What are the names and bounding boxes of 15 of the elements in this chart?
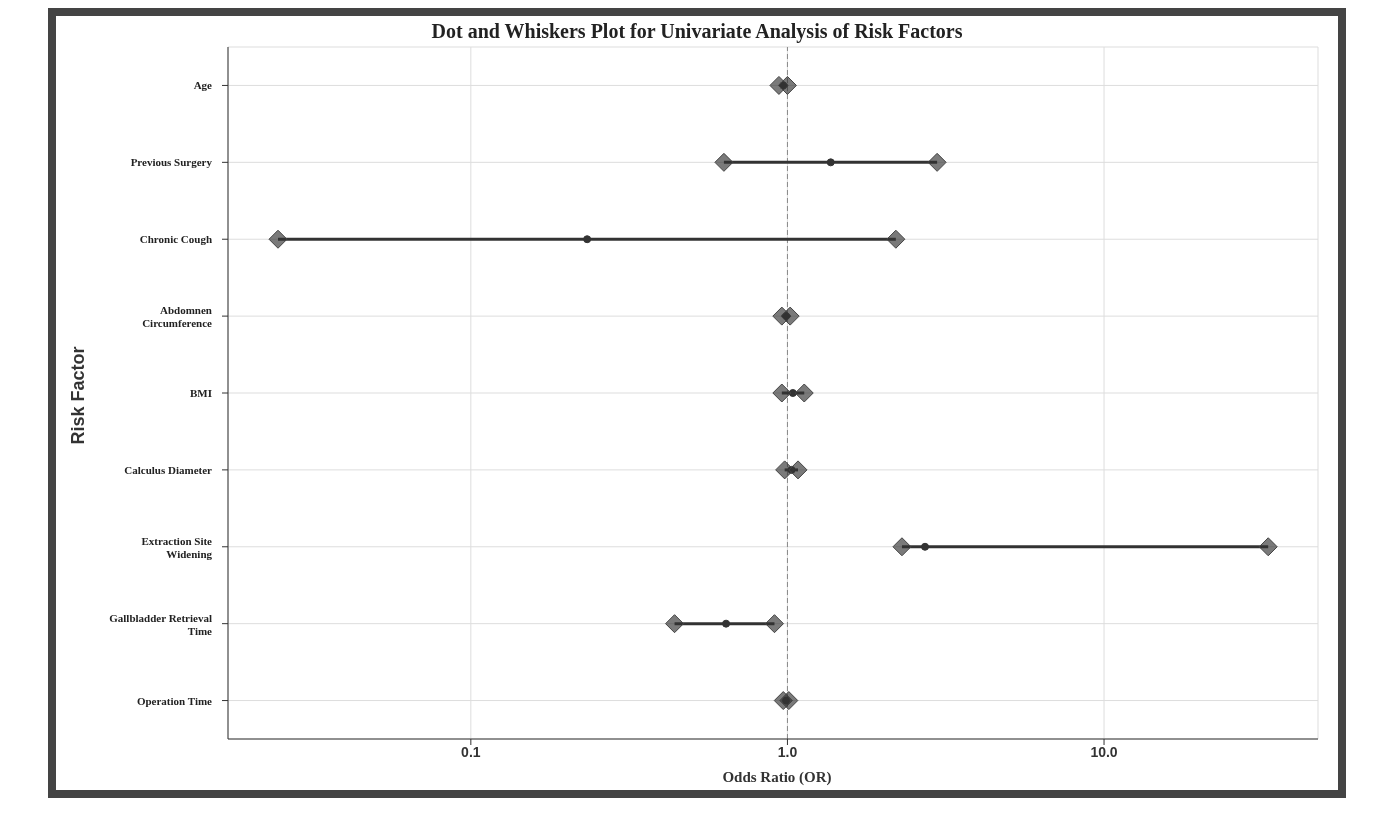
x-tick-label: 0.1: [461, 743, 481, 760]
y-tick-label: Gallbladder Retrieval Time: [109, 611, 213, 637]
x-axis-title: Odds Ratio (OR): [721, 769, 833, 786]
x-tick-label: 10.0: [1090, 743, 1118, 760]
y-tick-label: Abdomnen Circumference: [142, 304, 213, 330]
y-tick-label: Calculus Diameter: [124, 463, 213, 476]
y-axis-title: Risk Factor: [67, 346, 89, 445]
y-tick-label: Operation Time: [136, 694, 213, 707]
x-tick-label: 1.0: [777, 743, 798, 760]
y-tick-label: Chronic Cough: [139, 233, 212, 246]
y-tick-label: Age: [193, 79, 213, 92]
y-tick-label: Previous Surgery: [130, 156, 213, 169]
y-tick-label: Extraction Site Widening: [141, 534, 213, 560]
chart-title: Dot and Whiskers Plot for Univariate Analysis of Risk Factors: [430, 20, 964, 43]
y-tick-label: BMI: [190, 387, 212, 399]
